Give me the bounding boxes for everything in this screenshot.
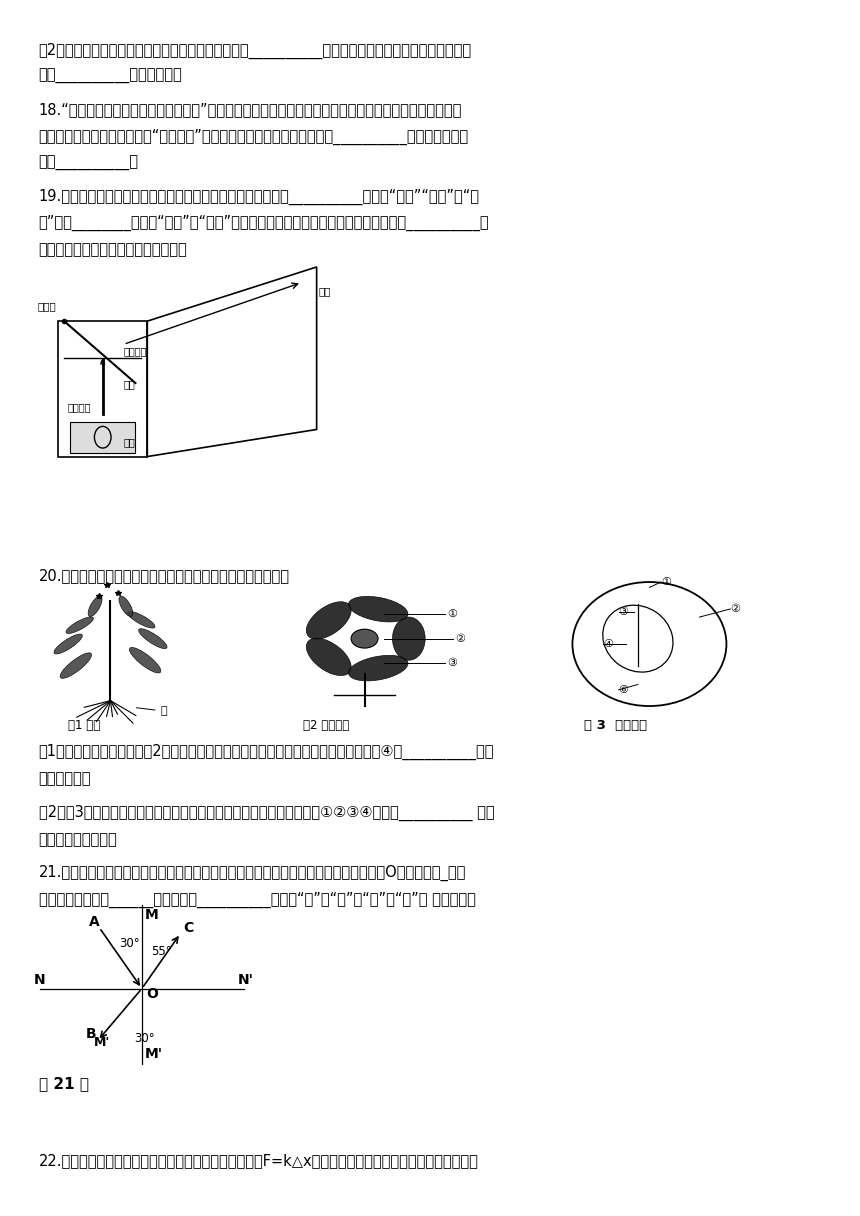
Text: 30°: 30° [134,1032,155,1046]
Ellipse shape [138,629,167,648]
Text: 22.在弹性限度内，弹簧的伸长量与所受的拉力成正比（F=k△x）。下表记录了某根弹簧弹性限度内所受拉: 22.在弹性限度内，弹簧的伸长量与所受的拉力成正比（F=k△x）。下表记录了某根… [39,1153,478,1167]
Text: ②: ② [730,604,740,614]
Ellipse shape [392,617,425,660]
Text: 图 3  种子结构: 图 3 种子结构 [584,719,647,732]
Ellipse shape [60,653,91,679]
Text: A: A [89,914,100,929]
Text: M': M' [94,1036,110,1049]
Text: 平面镜: 平面镜 [37,302,56,311]
Text: 育成为果实。: 育成为果实。 [39,771,91,786]
Text: M': M' [145,1047,163,1060]
Text: 射光线，反射角为______度，界面的__________（选填“上”、“下”、“左”或“右”） 边是玻璃。: 射光线，反射角为______度，界面的__________（选填“上”、“下”、… [39,891,476,907]
Text: 蔴纹透镜: 蔴纹透镜 [67,402,90,412]
Text: （1）菘蓝依靠种子繁殖，图2中菘蓝花粉落到柱头上完成传粉，再经过受精过程后，％④％__________会发: （1）菘蓝依靠种子繁殖，图2中菘蓝花粉落到柱头上完成传粉，再经过受精过程后，％④… [39,744,494,760]
Text: M: M [145,908,159,922]
Bar [70,422,135,452]
Text: ⑥: ⑥ [618,685,629,694]
Text: 30°: 30° [120,936,140,950]
Text: ④: ④ [603,640,613,649]
Text: 20.菘蓝是我国广泛栽培的植物，其叶可提取染料，根可入药。: 20.菘蓝是我国广泛栽培的植物，其叶可提取染料，根可入药。 [39,568,290,582]
Ellipse shape [129,647,161,672]
Ellipse shape [306,638,351,676]
Text: N': N' [237,973,254,987]
Circle shape [351,629,378,648]
Text: 名称）发育而来的。: 名称）发育而来的。 [39,832,118,846]
Text: 镜头: 镜头 [124,379,135,389]
Text: B: B [85,1028,96,1041]
Text: 位是__________。: 位是__________。 [39,156,138,170]
Text: 期是__________（填字母）。: 期是__________（填字母）。 [39,69,182,84]
Text: 21.如图所示，是一束光在空气和玻璃两种介质的界面处同时发生反射和折射的光路图，O为入射点，_是折: 21.如图所示，是一束光在空气和玻璃两种介质的界面处同时发生反射和折射的光路图，… [39,865,466,880]
Text: 55°: 55° [151,945,172,958]
Text: 19.如图是一种老式投影仪成像示意图。其中凸透镜的作用是成__________（选填“等大”“缩小”或“放: 19.如图是一种老式投影仪成像示意图。其中凸透镜的作用是成__________（… [39,188,480,204]
Text: O: O [146,987,158,1001]
Text: C: C [183,921,194,935]
Text: 光源: 光源 [124,437,135,447]
Text: ①: ① [447,609,458,619]
Text: 屏幕: 屏幕 [318,286,330,295]
Text: N: N [34,973,46,987]
Text: 射，使各个方向的观众都能看到画面。: 射，使各个方向的观众都能看到画面。 [39,242,187,257]
Text: （2）图3是绳色植物的种子形态结构示意图，种子中新植物的幼体是由①②③④组成的__________ （填: （2）图3是绳色植物的种子形态结构示意图，种子中新植物的幼体是由①②③④组成的_… [39,805,494,821]
Ellipse shape [119,596,132,617]
Ellipse shape [348,655,408,681]
Ellipse shape [127,612,155,629]
Text: 图1 菘蓝: 图1 菘蓝 [68,719,101,732]
Text: 根: 根 [137,706,167,716]
Text: 透明胶片: 透明胶片 [124,347,147,356]
Text: （2）菜粉蝶的发育过程可用图中的字母和筞头表示为__________，该昆虫一生对农作物危害最严重的时: （2）菜粉蝶的发育过程可用图中的字母和筞头表示为__________，该昆虫一生… [39,43,472,58]
Text: 第 21 题: 第 21 题 [39,1076,89,1091]
Ellipse shape [54,634,83,654]
Text: ①: ① [661,578,671,587]
Ellipse shape [306,602,351,640]
Text: 大”）、________（选填“正立”或“倒立”）的实像。幕布做得粗糙是光线能在表面发生__________反: 大”）、________（选填“正立”或“倒立”）的实像。幕布做得粗糙是光线能在… [39,215,489,231]
Text: ③: ③ [618,607,629,617]
Ellipse shape [348,596,408,621]
Text: ②: ② [455,634,465,643]
Text: 18.“花气袭人知骤暖，鹊声穿树喜新晴”这是南宋诗人陆游《村居书喜》中的两句诗。诗人描写春晴天暖，: 18.“花气袭人知骤暖，鹊声穿树喜新晴”这是南宋诗人陆游《村居书喜》中的两句诗。… [39,102,462,117]
Ellipse shape [89,596,102,617]
Ellipse shape [66,617,94,634]
Text: 图2 花的结构: 图2 花的结构 [303,719,349,732]
Text: ③: ③ [447,658,458,668]
Text: 鸟语花香的山村美景。从诗中“花气袭人”可知，诗人获取信息的感觉器官是__________，形成感觉的部: 鸟语花香的山村美景。从诗中“花气袭人”可知，诗人获取信息的感觉器官是______… [39,129,469,145]
